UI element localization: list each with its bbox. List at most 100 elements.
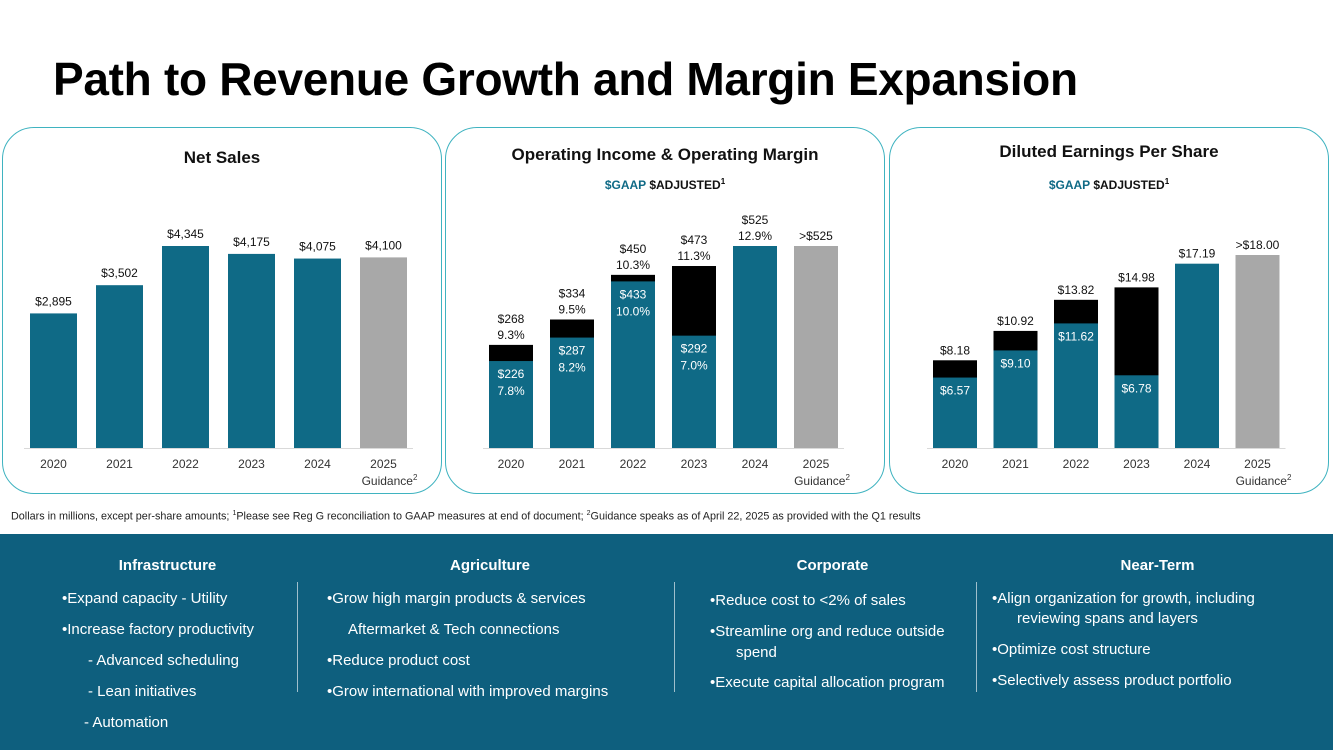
adjusted-data-label: 12.9% — [738, 229, 772, 243]
adjusted-data-label: 9.3% — [497, 328, 525, 342]
diluted-eps-chart: $6.57 $8.18 2020 $9.10 $10.92 2021 $11.62 $13.8… — [927, 238, 1292, 488]
data-label: $4,075 — [299, 240, 336, 254]
adjusted-data-label: $10.92 — [997, 314, 1034, 328]
near-term-column: Near-Term •Align organization for growth… — [985, 534, 1330, 750]
corporate-column: Corporate •Reduce cost to <2% of sales •… — [690, 534, 975, 750]
adjusted-data-label: $13.82 — [1058, 283, 1095, 297]
infrastructure-title: Infrastructure — [118, 557, 217, 574]
net-sales-panel: Net Sales $2,895 2020 $3,502 2021 $4,345 2022… — [2, 127, 442, 494]
footnote-part1: Dollars in millions, except per-share am… — [11, 510, 233, 523]
adjusted-data-label: $525 — [742, 213, 769, 227]
net-sales-chart-title: Net Sales — [183, 148, 261, 167]
tick-label: 2022 — [620, 457, 647, 471]
adjusted-data-label: 9.5% — [558, 302, 586, 316]
corporate-item: •Reduce cost to <2% of sales — [710, 592, 906, 609]
gaap-data-label: $6.57 — [940, 384, 970, 398]
near-term-item: reviewing spans and layers — [1017, 610, 1198, 627]
tick-label: 2025 — [803, 457, 830, 471]
page-title: Path to Revenue Growth and Margin Expans… — [53, 53, 1078, 105]
diluted-eps-chart-title: Diluted Earnings Per Share — [999, 142, 1219, 161]
data-label: $3,502 — [101, 266, 138, 280]
adjusted-data-label: $450 — [620, 242, 647, 256]
diluted-eps-legend: $GAAP $ADJUSTED1 — [890, 177, 1328, 192]
bar-2024 — [294, 258, 341, 448]
gaap-data-label: $292 — [681, 342, 708, 356]
gaap-data-label: $433 — [620, 287, 647, 301]
adjusted-data-label: $17.19 — [1179, 247, 1216, 261]
near-term-item: •Optimize cost structure — [992, 641, 1151, 658]
chart-0-marks: $2,895 2020 $3,502 2021 $4,345 2022 $4,175 2023… — [24, 227, 418, 488]
bar-gaap-2024 — [1175, 263, 1219, 448]
tick-label: 2021 — [559, 457, 586, 471]
tick-label-guidance: Guidance2 — [794, 473, 850, 488]
operating-income-legend: $GAAP $ADJUSTED1 — [446, 177, 884, 192]
near-term-item: •Selectively assess product portfolio — [992, 672, 1232, 689]
tick-label: 2022 — [1063, 457, 1090, 471]
near-term-item: •Align organization for growth, includin… — [992, 590, 1255, 607]
footnote: Dollars in millions, except per-share am… — [11, 510, 921, 523]
legend-sup: 1 — [720, 177, 726, 186]
tick-label: 2020 — [942, 457, 969, 471]
chart-1-marks: $226 7.8% $268 9.3% 2020 $287 8.2% $334 9.5% 2021… — [483, 213, 850, 488]
infrastructure-item: - Advanced scheduling — [88, 652, 239, 669]
column-divider — [674, 582, 675, 692]
infrastructure-item: •Increase factory productivity — [62, 621, 254, 638]
tick-label: 2025 — [370, 457, 397, 471]
adjusted-data-label: $14.98 — [1118, 270, 1155, 284]
tick-label: 2021 — [106, 457, 133, 471]
adjusted-data-label: $473 — [681, 233, 708, 247]
tick-label: 2020 — [498, 457, 525, 471]
diluted-eps-panel: Diluted Earnings Per Share $GAAP $ADJUST… — [889, 127, 1329, 494]
adjusted-data-label: $268 — [498, 312, 525, 326]
tick-label: 2023 — [238, 457, 265, 471]
adjusted-data-label: >$18.00 — [1236, 238, 1280, 252]
guidance-sup: 2 — [845, 473, 850, 482]
bar-gaap-2021 — [993, 350, 1038, 448]
bar-gaap-2020 — [489, 361, 533, 448]
gaap-data-label: $9.10 — [1000, 356, 1030, 370]
tick-label-guidance: Guidance2 — [362, 473, 418, 488]
tick-label: 2024 — [742, 457, 769, 471]
operating-income-chart: $226 7.8% $268 9.3% 2020 $287 8.2% $334 9.5% 2021… — [483, 213, 850, 488]
tick-label: 2023 — [681, 457, 708, 471]
tick-label: 2020 — [40, 457, 67, 471]
gaap-data-label: $287 — [559, 344, 586, 358]
footnote-part2: Please see Reg G reconciliation to GAAP … — [236, 510, 587, 523]
tick-label: 2024 — [1184, 457, 1211, 471]
footnote-part3: Guidance speaks as of April 22, 2025 as … — [590, 510, 921, 523]
bar-gaap-2022 — [1054, 323, 1098, 448]
gaap-data-label: 7.8% — [497, 384, 525, 398]
corporate-item: spend — [736, 644, 777, 661]
legend-adjusted: $ADJUSTED — [1093, 178, 1165, 192]
tick-label: 2024 — [304, 457, 331, 471]
bar-gaap-2023 — [1114, 375, 1159, 448]
operating-income-chart-title: Operating Income & Operating Margin — [511, 145, 819, 164]
bar-guidance — [794, 246, 838, 448]
bar-gaap-2022 — [611, 281, 655, 448]
legend-gaap: $GAAP — [604, 178, 646, 192]
agriculture-column: Agriculture •Grow high margin products &… — [310, 534, 670, 750]
data-label: $4,100 — [365, 238, 402, 252]
priorities-band: Infrastructure •Expand capacity - Utilit… — [0, 534, 1333, 750]
infrastructure-item: •Expand capacity - Utility — [62, 590, 228, 607]
gaap-data-label: 8.2% — [558, 361, 586, 375]
gaap-data-label: $226 — [498, 367, 525, 381]
column-divider — [297, 582, 298, 692]
data-label: $4,175 — [233, 235, 270, 249]
legend-adjusted: $ADJUSTED — [649, 178, 721, 192]
legend-sup: 1 — [1164, 177, 1170, 186]
infrastructure-item: - Automation — [84, 714, 169, 731]
column-divider — [976, 582, 977, 692]
adjusted-data-label: $334 — [559, 286, 586, 300]
operating-income-panel: Operating Income & Operating Margin $GAA… — [445, 127, 885, 494]
agriculture-item: •Grow international with improved margin… — [327, 683, 609, 700]
adjusted-data-label: $8.18 — [940, 343, 970, 357]
bar-gaap-2020 — [933, 377, 977, 448]
agriculture-item: Aftermarket & Tech connections — [348, 621, 560, 638]
tick-label: 2025 — [1244, 457, 1271, 471]
infrastructure-column: Infrastructure •Expand capacity - Utilit… — [50, 534, 285, 750]
legend-gaap: $GAAP — [1048, 178, 1090, 192]
chart-2-marks: $6.57 $8.18 2020 $9.10 $10.92 2021 $11.62 $13.8… — [927, 238, 1292, 488]
gaap-data-label: $6.78 — [1121, 381, 1151, 395]
near-term-title: Near-Term — [1120, 557, 1195, 574]
